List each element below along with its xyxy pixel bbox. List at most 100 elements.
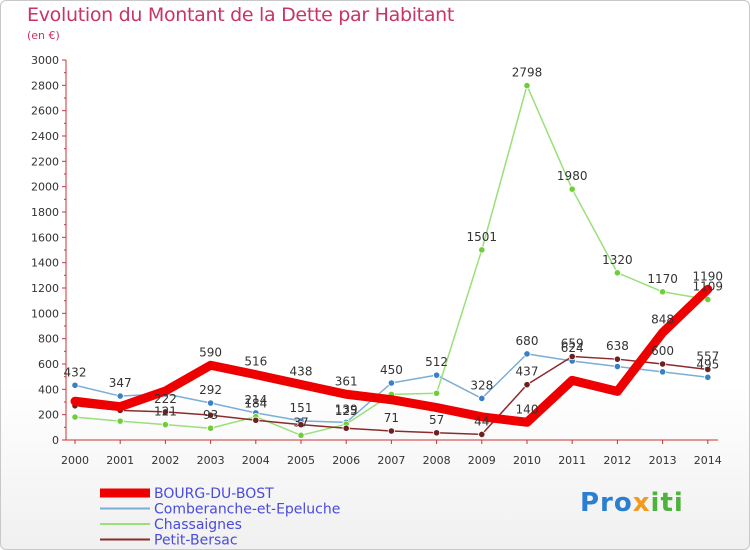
x-tick-label: 2012 bbox=[603, 454, 631, 467]
x-tick-label: 2007 bbox=[377, 454, 405, 467]
y-tick-label: 0 bbox=[52, 434, 59, 447]
y-tick-label: 2600 bbox=[31, 105, 59, 118]
data-label: 495 bbox=[696, 357, 719, 371]
data-label: 512 bbox=[425, 355, 448, 369]
x-tick-label: 2002 bbox=[151, 454, 179, 467]
data-label: 600 bbox=[651, 344, 674, 358]
data-label: 361 bbox=[335, 374, 358, 388]
data-label: 1170 bbox=[647, 272, 678, 286]
series-point bbox=[387, 427, 395, 435]
data-label: 437 bbox=[516, 365, 539, 379]
y-tick-label: 2200 bbox=[31, 155, 59, 168]
x-tick-label: 2001 bbox=[106, 454, 134, 467]
series-point bbox=[704, 295, 712, 304]
data-label: 184 bbox=[244, 397, 267, 411]
y-tick-label: 1600 bbox=[31, 231, 59, 244]
x-tick-label: 2010 bbox=[513, 454, 541, 467]
x-tick-label: 2003 bbox=[197, 454, 225, 467]
data-label: 638 bbox=[606, 339, 629, 353]
legend-label: BOURG-DU-BOST bbox=[154, 486, 274, 502]
data-label: 432 bbox=[64, 365, 87, 379]
data-label: 1109 bbox=[693, 280, 724, 294]
data-label: 1501 bbox=[467, 230, 498, 244]
y-tick-label: 1200 bbox=[31, 282, 59, 295]
legend-label: Petit-Bersac bbox=[154, 533, 238, 549]
x-tick-label: 2005 bbox=[287, 454, 315, 467]
series-point bbox=[432, 371, 441, 379]
x-tick-label: 2009 bbox=[468, 454, 496, 467]
data-label: 37 bbox=[293, 415, 308, 429]
y-tick-label: 400 bbox=[38, 383, 59, 396]
y-tick-label: 600 bbox=[38, 358, 59, 371]
data-label: 1190 bbox=[693, 269, 724, 283]
y-tick-label: 1400 bbox=[31, 257, 59, 270]
series-point bbox=[71, 381, 79, 389]
data-label: 93 bbox=[203, 408, 218, 422]
series-layer bbox=[70, 81, 713, 439]
data-label: 1980 bbox=[557, 169, 588, 183]
series-point bbox=[568, 352, 576, 361]
series-point bbox=[613, 362, 622, 371]
y-tick-label: 2800 bbox=[31, 79, 59, 92]
series-point bbox=[252, 416, 260, 424]
data-label: 659 bbox=[561, 337, 584, 351]
data-label: 557 bbox=[696, 349, 719, 363]
series-point bbox=[207, 399, 215, 407]
data-label: 848 bbox=[651, 313, 674, 327]
legend: BOURG-DU-BOSTComberanche-et-EpelucheChas… bbox=[100, 486, 340, 549]
series-point bbox=[297, 421, 305, 429]
data-label: 125 bbox=[335, 404, 358, 418]
data-label: 438 bbox=[290, 365, 313, 379]
data-label: 151 bbox=[290, 401, 313, 415]
series-point bbox=[478, 430, 486, 439]
series-point bbox=[207, 424, 215, 432]
x-tick-label: 2000 bbox=[61, 454, 89, 467]
data-label: 624 bbox=[561, 341, 584, 355]
series-point bbox=[116, 392, 124, 400]
data-label: 57 bbox=[429, 413, 444, 427]
series-point bbox=[387, 379, 395, 387]
y-tick-label: 3000 bbox=[31, 54, 59, 67]
series-point bbox=[523, 381, 531, 389]
data-label: 680 bbox=[516, 334, 539, 348]
data-label: 347 bbox=[109, 376, 132, 390]
series-line-0 bbox=[70, 284, 713, 427]
data-label: 450 bbox=[380, 363, 403, 377]
series-point bbox=[568, 185, 576, 193]
y-tick-label: 2400 bbox=[31, 130, 59, 143]
x-tick-label: 2013 bbox=[649, 454, 677, 467]
series-point bbox=[161, 408, 169, 416]
data-label: 222 bbox=[154, 392, 177, 406]
data-label: 121 bbox=[154, 405, 177, 419]
x-tick-label: 2014 bbox=[694, 454, 722, 467]
data-label: 44 bbox=[474, 414, 489, 428]
data-label: 292 bbox=[199, 383, 222, 397]
series-point bbox=[658, 368, 667, 376]
y-tick-label: 200 bbox=[38, 409, 59, 422]
series-point bbox=[523, 350, 531, 358]
series-point bbox=[342, 424, 350, 432]
x-tick-label: 2004 bbox=[242, 454, 270, 467]
series-point bbox=[432, 429, 441, 437]
series-point bbox=[613, 269, 622, 277]
series-point bbox=[432, 389, 441, 397]
series-point bbox=[207, 411, 215, 419]
data-label: 1320 bbox=[602, 253, 633, 267]
axes: 0 200 400 600 800 1000 1200 1400 1600 1800 2000 220… bbox=[31, 54, 722, 467]
series-point bbox=[613, 355, 622, 363]
x-tick-label: 2008 bbox=[423, 454, 451, 467]
legend-label: Comberanche-et-Epeluche bbox=[154, 502, 340, 518]
series-point bbox=[478, 246, 486, 254]
y-tick-label: 1000 bbox=[31, 307, 59, 320]
series-point bbox=[297, 431, 305, 439]
y-tick-label: 1800 bbox=[31, 206, 59, 219]
legend-label: Chassaignes bbox=[154, 517, 242, 533]
data-labels: 590 516 438 361 140 848 1190 432 347 292 214 151 139… bbox=[64, 66, 724, 430]
series-point bbox=[478, 394, 486, 403]
series-point bbox=[704, 365, 712, 374]
data-label: 2798 bbox=[512, 66, 543, 80]
data-label: 140 bbox=[516, 402, 539, 416]
x-tick-label: 2011 bbox=[558, 454, 586, 467]
series-point bbox=[161, 421, 169, 429]
